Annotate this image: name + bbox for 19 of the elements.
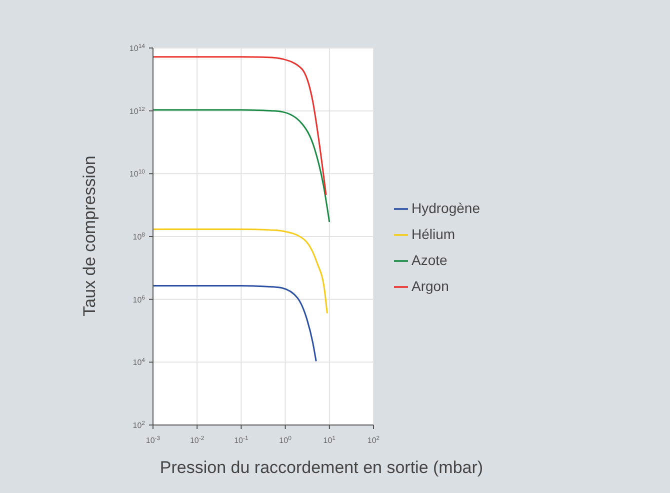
legend-label: Argon — [412, 278, 449, 294]
y-tick-label: 10$^{2}$ — [132, 420, 146, 430]
x-tick-label: 10$^{-2}$ — [190, 435, 205, 445]
legend-label: Hélium — [412, 226, 456, 242]
x-axis-title: Pression du raccordement en sortie (mbar) — [160, 458, 484, 478]
y-tick-label: 10$^{8}$ — [132, 232, 146, 242]
x-tick-label: 10$^{-3}$ — [146, 435, 161, 445]
y-tick-label: 10$^{14}$ — [129, 43, 146, 53]
y-tick-label: 10$^{12}$ — [129, 106, 146, 116]
legend-label: Hydrogène — [412, 200, 480, 216]
x-tick-label: 10$^{0}$ — [279, 435, 292, 445]
y-tick-label: 10$^{10}$ — [129, 168, 146, 179]
x-tick-label: 10$^{2}$ — [367, 435, 380, 445]
y-tick-label: 10$^{4}$ — [132, 357, 146, 368]
y-axis-title: Taux de compression — [80, 156, 100, 316]
legend-label: Azote — [412, 252, 448, 268]
x-tick-label: 10$^{1}$ — [323, 435, 336, 445]
y-tick-label: 10$^{6}$ — [132, 294, 146, 304]
x-tick-label: 10$^{-1}$ — [234, 435, 249, 445]
